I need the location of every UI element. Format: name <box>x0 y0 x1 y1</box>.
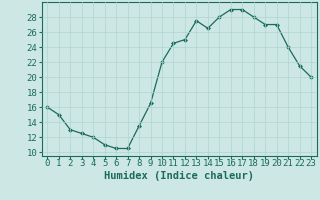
X-axis label: Humidex (Indice chaleur): Humidex (Indice chaleur) <box>104 171 254 181</box>
